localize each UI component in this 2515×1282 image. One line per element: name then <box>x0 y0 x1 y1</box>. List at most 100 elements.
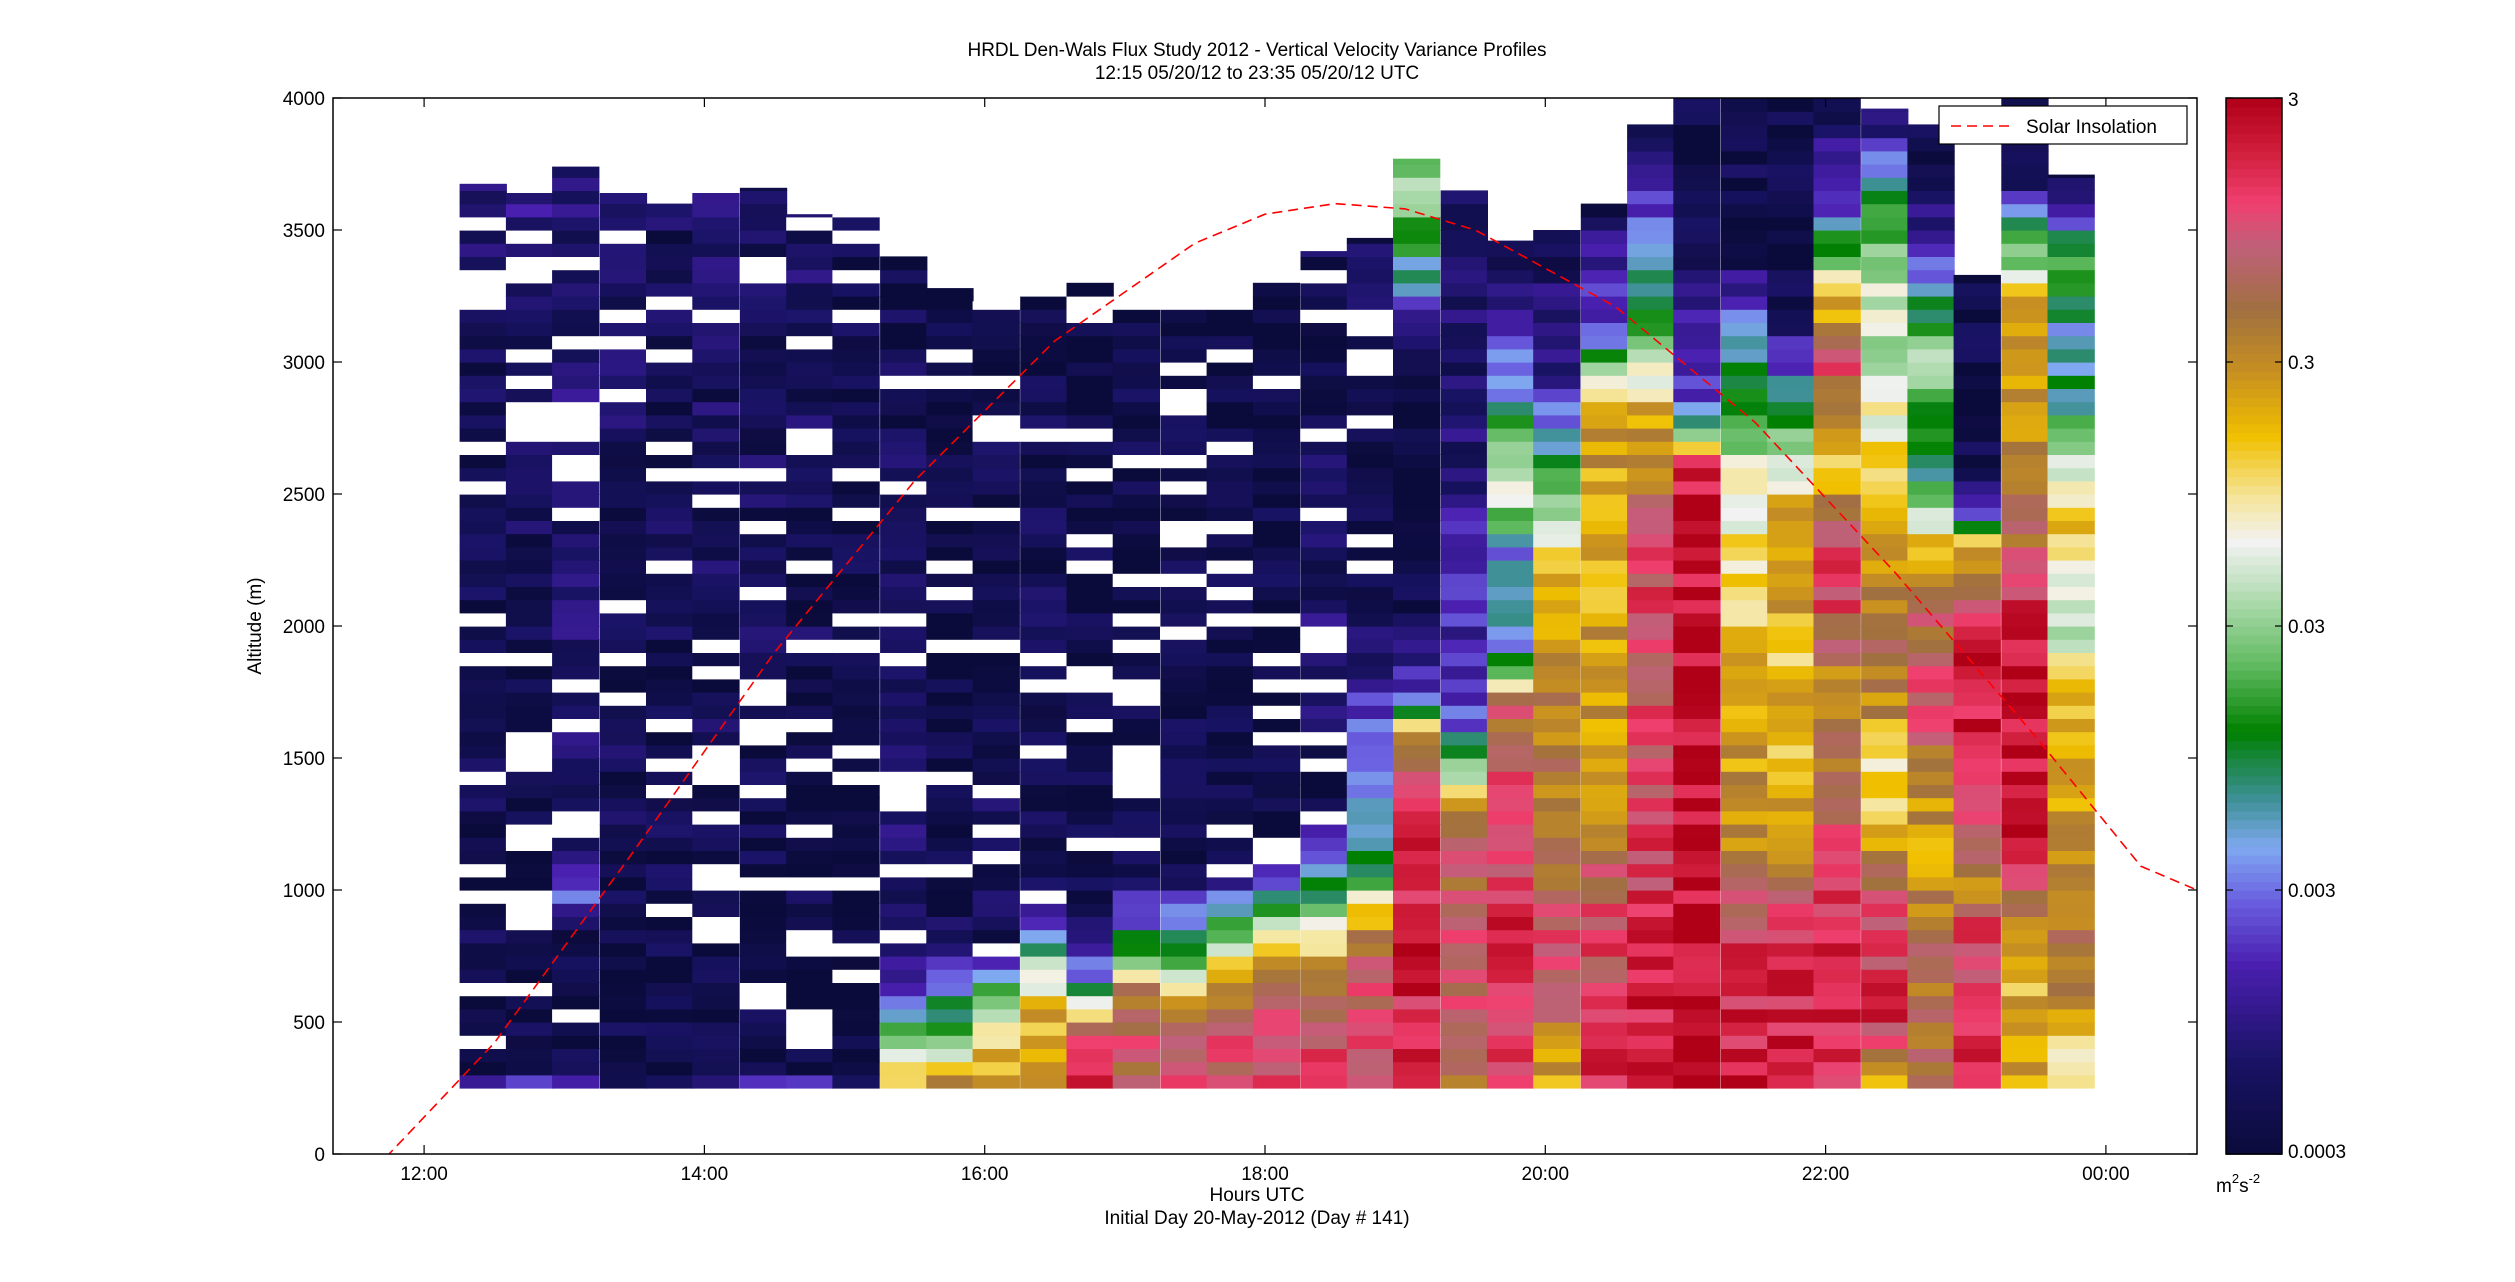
heatmap-cell <box>459 296 507 310</box>
heatmap-cell <box>1767 494 1815 508</box>
heatmap-cell <box>1300 335 1348 350</box>
heatmap-cell <box>1112 1061 1160 1076</box>
heatmap-cell <box>1861 111 1909 125</box>
heatmap-cell <box>1627 995 1675 1010</box>
heatmap-cell <box>1020 1035 1068 1049</box>
heatmap-cell <box>926 652 974 667</box>
heatmap-cell <box>1112 837 1160 851</box>
heatmap-cell <box>1953 507 2001 521</box>
heatmap-cell <box>1066 678 1114 693</box>
heatmap-cell <box>1673 480 1721 495</box>
heatmap-cell <box>1673 586 1721 601</box>
heatmap-cell <box>2047 652 2095 667</box>
heatmap-cell <box>1440 916 1488 931</box>
heatmap-cell <box>972 890 1020 904</box>
heatmap-cell <box>1533 309 1581 323</box>
heatmap-cell <box>599 494 648 508</box>
heatmap-cell <box>1440 612 1488 627</box>
heatmap-cell <box>1627 560 1675 574</box>
heatmap-cell <box>1440 850 1488 865</box>
heatmap-cell <box>1160 626 1208 640</box>
colorbar-cell <box>2226 133 2282 143</box>
heatmap-cell <box>1486 507 1535 521</box>
heatmap-cell <box>1580 573 1629 587</box>
heatmap-cell <box>1673 1008 1721 1023</box>
heatmap-cell <box>1020 480 1068 495</box>
heatmap-cell <box>1907 296 1955 310</box>
heatmap-cell <box>1066 467 1114 482</box>
heatmap-cell <box>459 203 507 218</box>
heatmap-cell <box>1066 586 1114 601</box>
heatmap-cell <box>1206 916 1254 931</box>
heatmap-cell <box>1393 771 1441 785</box>
heatmap-cell <box>1580 1048 1629 1063</box>
heatmap-cell <box>505 401 554 416</box>
heatmap-cell <box>786 837 834 851</box>
heatmap-cell <box>739 282 788 297</box>
heatmap-cell <box>1066 705 1114 719</box>
heatmap-cell <box>552 758 600 772</box>
heatmap-cell <box>459 190 507 205</box>
heatmap-cell <box>692 533 740 548</box>
heatmap-cell <box>1767 230 1815 244</box>
y-axis-label: Altitude (m) <box>245 577 266 674</box>
heatmap-cell <box>2001 599 2049 614</box>
heatmap-cell <box>786 322 834 337</box>
heatmap-cell <box>1300 771 1348 785</box>
heatmap-cell <box>739 784 788 799</box>
heatmap-cell <box>972 546 1020 561</box>
heatmap-cell <box>2047 612 2095 627</box>
heatmap-cell <box>1300 744 1348 759</box>
heatmap-cell <box>1580 982 1629 997</box>
heatmap-cell <box>2047 797 2095 812</box>
heatmap-cell <box>1020 810 1068 825</box>
heatmap-cell <box>1627 956 1675 970</box>
heatmap-cell <box>1580 731 1629 746</box>
heatmap-cell <box>1300 388 1348 403</box>
heatmap-cell <box>926 414 974 429</box>
heatmap-cell <box>1440 1074 1488 1089</box>
heatmap-cell <box>1907 1048 1955 1063</box>
heatmap-cell <box>1673 111 1721 125</box>
heatmap-cell <box>1580 784 1629 799</box>
heatmap-cell <box>832 230 880 244</box>
heatmap-cell <box>1346 1035 1395 1049</box>
heatmap-cell <box>1346 890 1395 904</box>
heatmap-cell <box>1673 507 1721 521</box>
heatmap-cell <box>646 269 694 284</box>
heatmap-cell <box>459 1048 507 1063</box>
colorbar-cell <box>2226 731 2282 742</box>
heatmap-cell <box>1346 1022 1395 1036</box>
heatmap-cell <box>1767 956 1815 970</box>
heatmap-cell <box>552 1035 600 1049</box>
heatmap-cell <box>1907 533 1955 548</box>
heatmap-cell <box>1300 705 1348 719</box>
heatmap-cell <box>926 824 974 838</box>
heatmap-cell <box>1346 256 1395 271</box>
colorbar-cell <box>2226 256 2282 266</box>
heatmap-cell <box>1953 388 2001 403</box>
heatmap-cell <box>1206 309 1254 323</box>
heatmap-cell <box>1020 586 1068 601</box>
heatmap-cell <box>1580 507 1629 521</box>
heatmap-cell <box>1160 916 1208 931</box>
heatmap-cell <box>1533 1035 1581 1049</box>
heatmap-cell <box>1160 362 1208 376</box>
heatmap-cell <box>2047 586 2095 601</box>
heatmap-cell <box>459 797 507 812</box>
heatmap-cell <box>1066 348 1114 363</box>
heatmap-cell <box>1206 890 1254 904</box>
heatmap-cell <box>1721 810 1769 825</box>
y-tick-label: 3000 <box>283 353 325 374</box>
heatmap-cell <box>1533 810 1581 825</box>
x-axis: 12:00 14:00 16:00 18:00 20:00 22:00 00:00 <box>400 98 2130 1185</box>
heatmap-cell <box>459 573 507 587</box>
heatmap-cell <box>1066 1048 1114 1063</box>
heatmap-cell <box>1767 692 1815 706</box>
heatmap-cell <box>1112 335 1160 350</box>
heatmap-cell <box>505 890 554 904</box>
heatmap-cell <box>1861 982 1909 997</box>
heatmap-cell <box>1861 771 1909 785</box>
heatmap-cell <box>599 797 648 812</box>
heatmap-cell <box>1393 969 1441 983</box>
